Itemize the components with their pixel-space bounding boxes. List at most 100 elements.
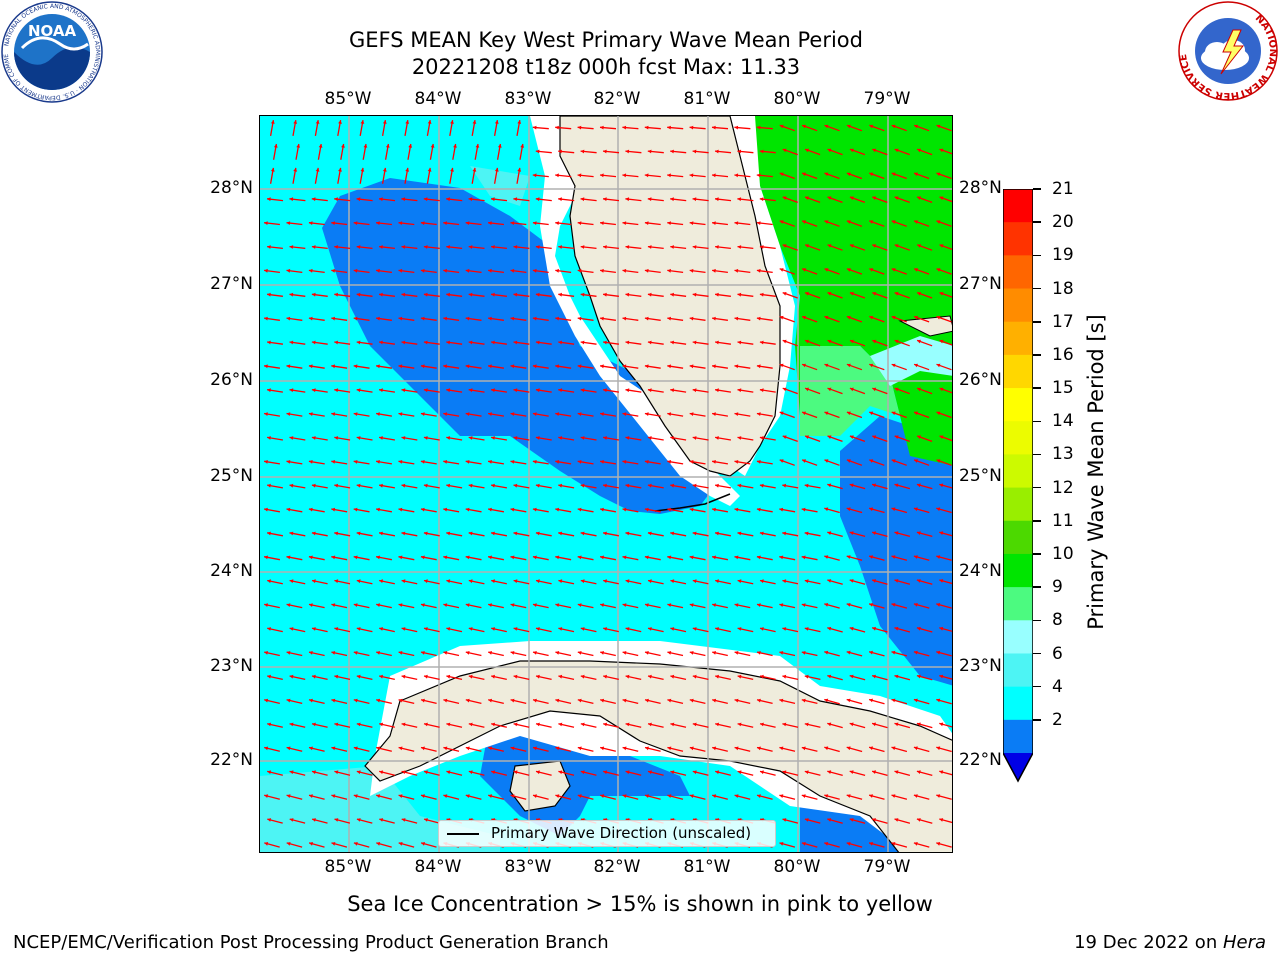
lat-label-left: 25°N — [210, 466, 253, 486]
wave-direction-arrow — [289, 674, 306, 681]
wave-direction-arrow — [356, 818, 373, 824]
wave-direction-arrow — [756, 412, 773, 417]
wave-direction-arrow — [647, 674, 664, 681]
wave-direction-arrow — [756, 316, 773, 321]
wave-direction-arrow — [689, 507, 706, 513]
wave-direction-arrow — [824, 650, 840, 657]
wave-direction-arrow — [269, 167, 275, 184]
wave-direction-arrow — [869, 172, 885, 180]
wave-direction-arrow — [936, 698, 952, 705]
wave-direction-arrow — [311, 818, 328, 824]
wave-direction-arrow — [756, 555, 773, 561]
wave-direction-arrow — [465, 698, 482, 705]
wave-direction-arrow — [465, 268, 482, 274]
colorbar-tick-mark — [1033, 254, 1041, 257]
wave-direction-arrow — [827, 674, 843, 681]
wave-direction-arrow — [488, 794, 504, 800]
colorbar-band — [1003, 388, 1033, 422]
wave-direction-arrow — [398, 460, 415, 465]
wave-direction-arrow — [894, 339, 910, 347]
wave-direction-arrow — [894, 483, 911, 490]
wave-direction-arrow — [644, 507, 661, 513]
wave-direction-arrow — [913, 746, 930, 753]
wave-direction-arrow — [420, 842, 437, 848]
wave-direction-arrow — [446, 436, 463, 441]
wave-direction-arrow — [376, 316, 392, 321]
legend-line-swatch — [447, 833, 479, 835]
wave-direction-arrow — [600, 268, 616, 274]
wave-direction-arrow — [782, 674, 799, 681]
wave-direction-arrow — [827, 196, 843, 204]
wave-direction-arrow — [868, 746, 885, 753]
footer-date: 19 Dec 2022 on Hera — [1074, 932, 1266, 954]
wave-direction-arrow — [465, 316, 482, 321]
lon-label-bottom: 84°W — [414, 857, 462, 877]
wave-direction-arrow — [868, 507, 885, 514]
sea-field-9-10s — [800, 346, 900, 436]
wave-direction-arrow — [577, 698, 594, 705]
wave-direction-arrow — [555, 316, 572, 321]
chart-subtitle-run: 20221208 t18z 000h fcst Max: 11.33 — [411, 55, 801, 79]
wave-direction-arrow — [759, 436, 776, 441]
wave-direction-arrow — [600, 794, 616, 800]
wave-direction-arrow — [939, 387, 952, 394]
colorbar-band — [1003, 719, 1033, 754]
wave-direction-arrow — [289, 197, 306, 202]
wave-direction-arrow — [331, 221, 348, 226]
wave-direction-arrow — [689, 794, 706, 800]
wave-direction-arrow — [353, 651, 370, 657]
wave-direction-arrow — [356, 770, 373, 776]
wave-direction-arrow — [603, 245, 619, 250]
wave-direction-arrow — [916, 339, 933, 347]
wave-direction-arrow — [734, 698, 751, 705]
wave-direction-arrow — [267, 579, 283, 585]
wave-direction-arrow — [939, 339, 952, 346]
wave-direction-arrow — [398, 316, 415, 321]
wave-direction-arrow — [737, 531, 754, 537]
wave-direction-arrow — [869, 220, 885, 227]
wave-direction-arrow — [939, 626, 952, 632]
wave-direction-arrow — [712, 698, 728, 705]
wave-direction-arrow — [734, 603, 751, 609]
wave-direction-arrow — [375, 507, 393, 513]
wave-direction-arrow — [782, 483, 799, 489]
wave-direction-arrow — [443, 316, 460, 321]
wave-direction-arrow — [603, 770, 619, 776]
wave-direction-arrow — [401, 436, 418, 441]
wave-direction-arrow — [689, 173, 706, 178]
wave-direction-arrow — [846, 794, 863, 800]
wave-direction-arrow — [449, 167, 454, 184]
wave-direction-arrow — [759, 197, 776, 202]
lon-label-top: 85°W — [324, 89, 372, 109]
wave-direction-arrow — [535, 722, 552, 728]
wave-direction-arrow — [824, 268, 840, 275]
colorbar-tick-label: 19 — [1052, 245, 1074, 266]
wave-direction-arrow — [401, 674, 418, 681]
wave-direction-arrow — [849, 339, 866, 347]
wave-direction-arrow — [868, 603, 885, 609]
wave-direction-arrow — [712, 364, 728, 369]
wave-direction-arrow — [737, 149, 754, 154]
wave-direction-arrow — [891, 698, 908, 705]
wave-direction-arrow — [555, 173, 572, 178]
wave-direction-arrow — [603, 627, 619, 633]
wave-direction-arrow — [580, 340, 597, 345]
wave-direction-arrow — [535, 388, 552, 393]
wave-direction-arrow — [869, 124, 885, 132]
wave-direction-arrow — [827, 818, 843, 824]
wave-direction-arrow — [647, 245, 664, 250]
wave-direction-arrow — [423, 627, 440, 633]
wave-direction-arrow — [692, 388, 709, 393]
wave-direction-arrow — [622, 651, 639, 657]
wave-direction-arrow — [496, 143, 502, 160]
colorbar-band — [1003, 321, 1033, 356]
wave-direction-arrow — [311, 531, 328, 537]
wave-direction-arrow — [491, 292, 507, 297]
wave-direction-arrow — [871, 483, 888, 490]
wave-direction-arrow — [331, 603, 348, 609]
wave-direction-arrow — [801, 363, 818, 371]
wave-direction-arrow — [891, 746, 908, 753]
wave-direction-arrow — [872, 148, 888, 156]
wave-direction-arrow — [936, 842, 952, 848]
wave-direction-arrow — [824, 746, 840, 753]
